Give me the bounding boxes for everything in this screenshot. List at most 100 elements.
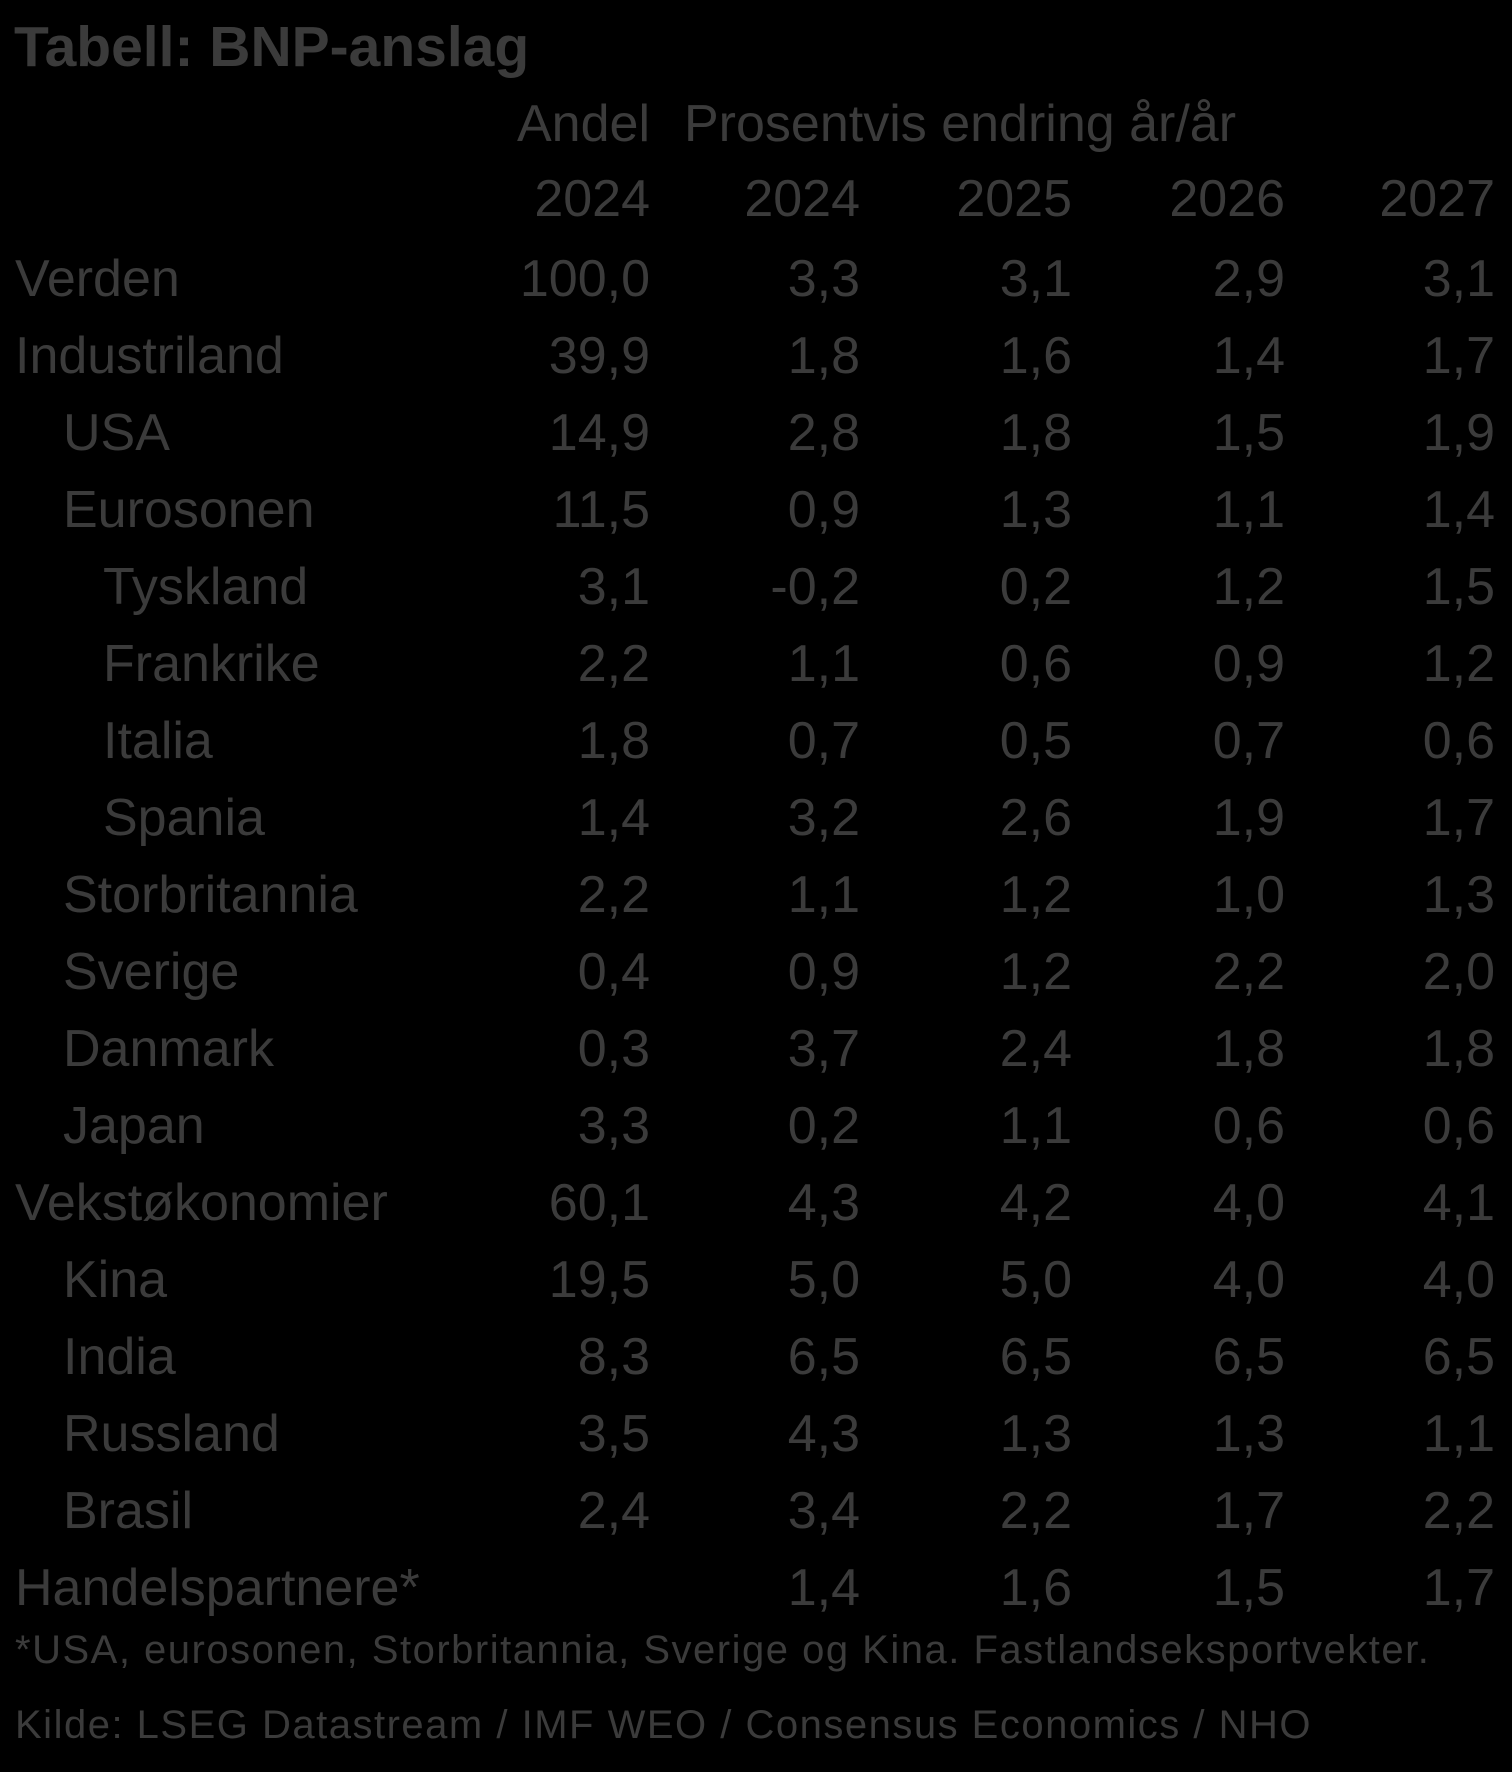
year-value: 3,1: [999, 249, 1072, 308]
year-value: 5,0: [787, 1250, 860, 1309]
year-value: 1,1: [787, 865, 860, 924]
year-value: 2,9: [1212, 249, 1285, 308]
row-label: Tyskland: [103, 557, 309, 616]
year-value: 1,6: [999, 1558, 1072, 1617]
row-label: Storbritannia: [63, 865, 358, 924]
year-value: 1,1: [1422, 1404, 1495, 1463]
year-value: 3,2: [787, 788, 860, 847]
year-value: 0,6: [999, 634, 1072, 693]
year-value: 1,5: [1212, 403, 1285, 462]
year-value: 0,6: [1422, 711, 1495, 770]
year-value: 6,5: [787, 1327, 860, 1386]
col-header-year: 2026: [1169, 169, 1285, 228]
andel-value: 3,5: [577, 1404, 650, 1463]
year-value: -0,2: [770, 557, 860, 616]
andel-value: 60,1: [548, 1173, 650, 1232]
year-value: 3,3: [787, 249, 860, 308]
row-label: Sverige: [63, 942, 240, 1001]
year-value: 0,6: [1422, 1096, 1495, 1155]
year-value: 0,2: [787, 1096, 860, 1155]
andel-value: 19,5: [548, 1250, 650, 1309]
col-header-andel-year: 2024: [534, 169, 650, 228]
year-value: 1,1: [999, 1096, 1072, 1155]
row-label: Verden: [15, 249, 180, 308]
gdp-table: Andel Prosentvis endring år/år 2024 2024…: [15, 90, 1495, 1626]
year-value: 0,6: [1212, 1096, 1285, 1155]
andel-value: 2,4: [577, 1481, 650, 1540]
year-value: 1,5: [1422, 557, 1495, 616]
row-label: Frankrike: [103, 634, 320, 693]
year-value: 1,2: [1422, 634, 1495, 693]
year-value: 1,4: [1422, 480, 1495, 539]
year-value: 1,8: [999, 403, 1072, 462]
year-value: 3,7: [787, 1019, 860, 1078]
year-value: 1,7: [1212, 1481, 1285, 1540]
year-value: 1,6: [999, 326, 1072, 385]
row-label: Japan: [63, 1096, 205, 1155]
andel-value: 0,4: [577, 942, 650, 1001]
year-value: 1,2: [999, 942, 1072, 1001]
year-value: 4,2: [999, 1173, 1072, 1232]
year-value: 4,3: [787, 1173, 860, 1232]
year-value: 5,0: [999, 1250, 1072, 1309]
year-value: 4,0: [1212, 1250, 1285, 1309]
year-value: 6,5: [1422, 1327, 1495, 1386]
year-value: 1,7: [1422, 788, 1495, 847]
row-label: Italia: [103, 711, 213, 770]
andel-value: 2,2: [577, 634, 650, 693]
year-value: 1,9: [1422, 403, 1495, 462]
year-value: 3,4: [787, 1481, 860, 1540]
year-value: 1,7: [1422, 1558, 1495, 1617]
year-value: 1,8: [1422, 1019, 1495, 1078]
year-value: 1,3: [999, 1404, 1072, 1463]
row-label: India: [63, 1327, 176, 1386]
year-value: 0,9: [1212, 634, 1285, 693]
year-value: 0,5: [999, 711, 1072, 770]
year-value: 1,8: [1212, 1019, 1285, 1078]
header-spacer: [15, 90, 430, 157]
col-header-year: 2027: [1379, 169, 1495, 228]
row-label: USA: [63, 403, 170, 462]
row-label: Brasil: [63, 1481, 194, 1540]
year-value: 1,8: [787, 326, 860, 385]
andel-value: 3,1: [577, 557, 650, 616]
col-header-year: 2025: [956, 169, 1072, 228]
year-value: 2,0: [1422, 942, 1495, 1001]
year-value: 1,1: [787, 634, 860, 693]
year-value: 1,5: [1212, 1558, 1285, 1617]
year-value: 4,3: [787, 1404, 860, 1463]
row-label: Eurosonen: [63, 480, 315, 539]
col-header-andel: Andel: [517, 94, 650, 153]
andel-value: 100,0: [519, 249, 650, 308]
source-text: Kilde: LSEG Datastream / IMF WEO / Conse…: [15, 1703, 1313, 1747]
andel-value: 14,9: [548, 403, 650, 462]
row-label: Industriland: [15, 326, 284, 385]
year-value: 4,0: [1422, 1250, 1495, 1309]
andel-value: 1,8: [577, 711, 650, 770]
year-value: 4,0: [1212, 1173, 1285, 1232]
row-label: Kina: [63, 1250, 168, 1309]
year-value: 1,3: [1422, 865, 1495, 924]
year-value: 1,3: [1212, 1404, 1285, 1463]
year-value: 1,9: [1212, 788, 1285, 847]
year-value: 1,4: [787, 1558, 860, 1617]
andel-value: [430, 1549, 650, 1626]
col-header-year: 2024: [744, 169, 860, 228]
andel-value: 8,3: [577, 1327, 650, 1386]
year-value: 0,7: [787, 711, 860, 770]
row-label: Danmark: [63, 1019, 274, 1078]
year-value: 2,8: [787, 403, 860, 462]
year-value: 0,7: [1212, 711, 1285, 770]
year-value: 1,2: [1212, 557, 1285, 616]
andel-value: 11,5: [552, 480, 650, 539]
header-spacer: [15, 157, 430, 240]
row-label: Russland: [63, 1404, 280, 1463]
year-value: 4,1: [1422, 1173, 1495, 1232]
andel-value: 1,4: [577, 788, 650, 847]
year-value: 1,1: [1212, 480, 1285, 539]
year-value: 3,1: [1422, 249, 1495, 308]
year-value: 2,2: [999, 1481, 1072, 1540]
year-value: 0,9: [787, 480, 860, 539]
col-header-change: Prosentvis endring år/år: [684, 94, 1237, 153]
